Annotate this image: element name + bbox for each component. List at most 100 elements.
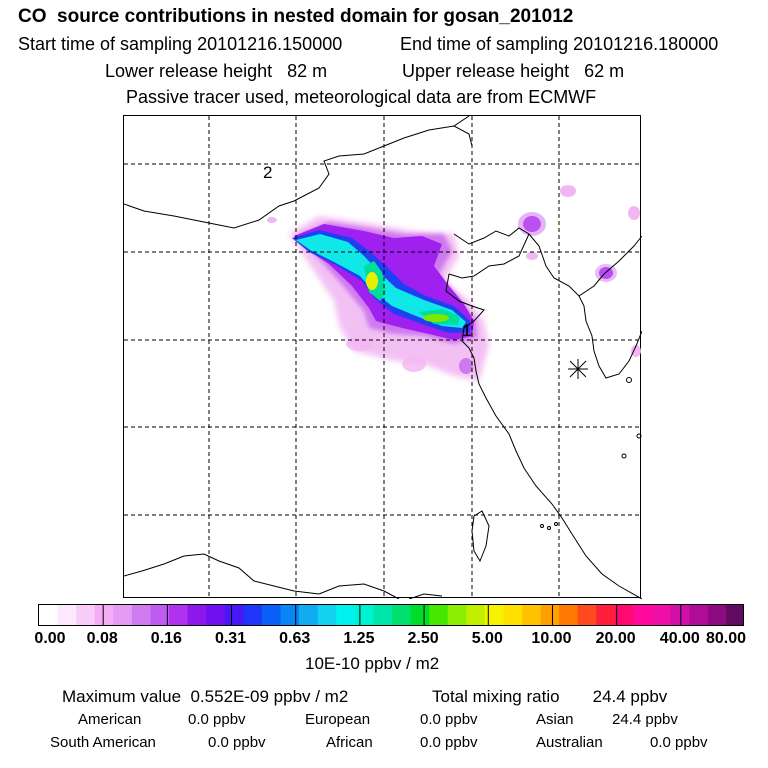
- colorbar-swatches: [39, 605, 743, 625]
- blob-ne-pink-2: [628, 206, 640, 220]
- colorbar-swatch: [429, 605, 449, 625]
- european-value: 0.0 ppbv: [420, 711, 478, 728]
- american-value: 0.0 ppbv: [188, 711, 246, 728]
- colorbar-swatch: [689, 605, 709, 625]
- australian-value: 0.0 ppbv: [650, 734, 708, 751]
- colorbar: [38, 604, 744, 626]
- colorbar-swatch: [39, 605, 59, 625]
- start-time-label: Start time of sampling 20101216.150000: [18, 34, 343, 54]
- colorbar-tick-label: 0.16: [150, 630, 182, 647]
- colorbar-swatch: [317, 605, 337, 625]
- colorbar-swatch: [354, 605, 374, 625]
- colorbar-unit: 10E-10 ppbv / m2: [305, 654, 440, 673]
- border-mongolia: [124, 116, 470, 229]
- colorbar-swatch: [150, 605, 170, 625]
- african-label: African: [326, 734, 373, 751]
- colorbar-swatch: [596, 605, 616, 625]
- colorbar-tick-label: 5.00: [471, 630, 503, 647]
- border-russia: [453, 125, 473, 147]
- colorbar-tick-label: 20.00: [595, 630, 636, 647]
- colorbar-swatch: [373, 605, 393, 625]
- colorbar-swatch: [466, 605, 486, 625]
- upper-release-label: Upper release height 62 m: [402, 61, 625, 81]
- colorbar-swatch: [707, 605, 727, 625]
- colorbar-tick-label: 0.00: [34, 630, 66, 647]
- coast-korea: [578, 295, 642, 379]
- colorbar-swatch: [614, 605, 635, 625]
- colorbar-swatch: [224, 605, 244, 625]
- colorbar-swatch: [392, 605, 412, 625]
- tracer-note: Passive tracer used, meteorological data…: [126, 87, 597, 107]
- colorbar-swatch: [280, 605, 300, 625]
- coast-taiwan: [471, 510, 490, 563]
- colorbar-swatch: [726, 605, 743, 625]
- colorbar-swatch: [113, 605, 133, 625]
- asian-label: Asian: [536, 711, 574, 728]
- map-label-2: 2: [263, 163, 272, 182]
- colorbar-swatch: [336, 605, 356, 625]
- colorbar-swatch: [94, 605, 114, 625]
- colorbar-swatch: [187, 605, 207, 625]
- blob-east-2-halo: [595, 264, 617, 282]
- blob-s-purple: [459, 358, 473, 374]
- colorbar-swatch: [243, 605, 263, 625]
- colorbar-tick-label: 1.25: [343, 630, 375, 647]
- border-yunnan: [318, 583, 400, 599]
- colorbar-swatch: [633, 605, 653, 625]
- african-value: 0.0 ppbv: [420, 734, 478, 751]
- colorbar-tick-label: 10.00: [531, 630, 572, 647]
- colorbar-swatch: [484, 605, 504, 625]
- colorbar-swatch: [169, 605, 189, 625]
- blob-ne-pink: [560, 185, 576, 197]
- colorbar-swatch: [206, 605, 226, 625]
- colorbar-swatch: [57, 605, 77, 625]
- colorbar-tick-label: 0.31: [214, 630, 247, 647]
- concentration-plume: [267, 185, 641, 381]
- coast-bohai: [453, 227, 642, 297]
- colorbar-swatch: [522, 605, 542, 625]
- colorbar-tick-label: 0.63: [279, 630, 311, 647]
- total-mixing-ratio: Total mixing ratio 24.4 ppbv: [432, 687, 668, 706]
- colorbar-tick-label: 2.50: [407, 630, 439, 647]
- colorbar-swatch: [447, 605, 467, 625]
- blob-sw-pink: [346, 337, 374, 351]
- colorbar-swatch: [131, 605, 151, 625]
- colorbar-tick-label: 0.08: [86, 630, 118, 647]
- american-label: American: [78, 711, 142, 728]
- border-nw-bottom: [124, 553, 320, 595]
- south-american-label: South American: [50, 734, 156, 751]
- blob-east-1-halo: [518, 212, 546, 236]
- australian-label: Australian: [536, 734, 603, 751]
- blob-nw-pink: [267, 217, 277, 223]
- blob-s-pink: [402, 356, 426, 372]
- blob-mid-pink: [526, 252, 538, 260]
- colorbar-swatch: [261, 605, 282, 625]
- map-frame: 2 1: [123, 115, 642, 599]
- receptor-star-icon: [568, 359, 588, 379]
- colorbar-swatch: [670, 605, 690, 625]
- colorbar-swatch: [410, 605, 430, 625]
- lat-lon-grid: [124, 116, 642, 599]
- coast-liaodong: [448, 233, 530, 279]
- colorbar-swatch: [76, 605, 96, 625]
- asian-value: 24.4 ppbv: [612, 711, 678, 728]
- plume-green-east: [423, 314, 449, 322]
- coast-china-east: [468, 347, 642, 599]
- coast-shandong: [445, 273, 485, 349]
- colorbar-swatch: [540, 605, 560, 625]
- south-american-value: 0.0 ppbv: [208, 734, 266, 751]
- european-label: European: [305, 711, 371, 728]
- map-label-1: 1: [462, 321, 471, 340]
- colorbar-swatch: [299, 605, 319, 625]
- colorbar-tick-label: 80.00: [705, 630, 747, 647]
- colorbar-swatch: [652, 605, 672, 625]
- lower-release-label: Lower release height 82 m: [105, 61, 328, 81]
- colorbar-swatch: [503, 605, 523, 625]
- plume-max-yellow: [366, 272, 378, 290]
- maximum-value: Maximum value 0.552E-09 ppbv / m2: [62, 687, 349, 706]
- coastlines: [124, 116, 642, 599]
- end-time-label: End time of sampling 20101216.180000: [400, 34, 719, 54]
- coast-hainan: [408, 593, 443, 599]
- map-canvas: 2 1: [124, 116, 642, 599]
- colorbar-tick-label: 40.00: [659, 630, 700, 647]
